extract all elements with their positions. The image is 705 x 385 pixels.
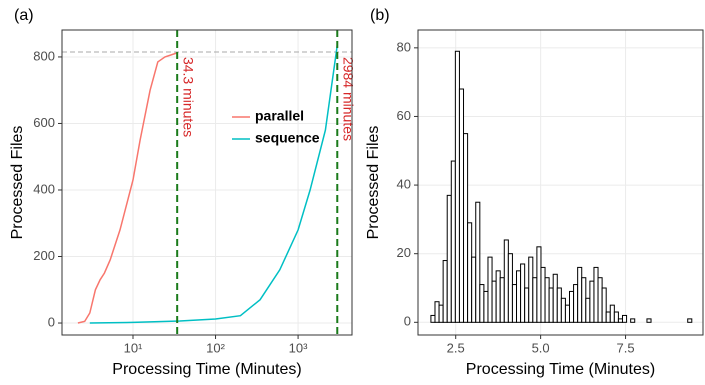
histogram-bar [495,270,501,323]
y-tick-label: 60 [397,108,411,123]
histogram-bar [609,304,615,323]
panel-label: (b) [370,7,390,24]
histogram-bar [487,256,493,323]
x-axis-title: Processing Time (Minutes) [112,361,301,378]
histogram-bar [471,256,477,323]
histogram-bar [577,266,583,323]
x-tick-label: 5.0 [532,340,550,355]
histogram-bar [430,314,436,323]
histogram-bar [548,287,554,323]
histogram-bar [491,280,497,323]
y-tick-label: 400 [33,181,55,196]
histogram-bar [589,280,595,323]
histogram-bar [573,284,579,323]
histogram-bar [458,88,465,323]
histogram-bar [503,239,509,323]
histogram-bar [544,277,550,323]
legend-label: parallel [255,108,304,124]
histogram-bar [524,287,530,323]
histogram-bar [687,318,693,323]
histogram-bar [507,253,513,323]
histogram-bar [593,266,599,323]
histogram-bar [569,290,575,323]
histogram-bar [564,304,571,323]
y-tick-label: 600 [33,115,55,130]
x-tick-label: 2.5 [447,340,465,355]
histogram-bar [442,260,448,323]
histogram-bar [630,318,636,323]
histogram-bar [646,318,652,323]
histogram-bar [617,318,623,323]
histogram-bar [552,273,558,323]
y-tick-label: 800 [33,48,55,63]
panel-border [61,29,353,336]
y-tick-label: 80 [397,39,411,54]
histogram-bar [467,222,473,323]
histogram-bar [438,304,444,323]
histogram-bar [540,266,546,323]
annotation-text: 2984 minutes [341,57,357,141]
histogram-bar [605,311,611,323]
histogram-bar [475,201,481,323]
x-tick-label: 10² [206,340,225,355]
series-line [77,52,178,324]
histogram-bar [528,256,534,323]
histogram-bar [532,277,538,323]
histogram-bar [581,277,587,323]
annotation-text: 34.3 minutes [180,57,196,137]
y-tick-label: 20 [397,245,411,260]
histogram-bar [434,301,440,323]
histogram-bar [479,284,485,323]
histogram-bar [463,133,469,323]
histogram-bar [499,277,505,323]
histogram-bar [520,263,526,323]
series-line [89,44,339,324]
histogram-bar [483,290,489,323]
histogram-bar [560,297,566,323]
histogram-bar [613,311,619,323]
histogram-bar [511,284,518,323]
histogram-bar [601,287,607,323]
y-tick-label: 200 [33,248,55,263]
panel-label: (a) [14,7,34,24]
y-tick-label: 0 [48,314,55,329]
x-axis-title: Processing Time (Minutes) [466,361,655,378]
histogram-bar [536,246,542,323]
y-tick-label: 0 [404,314,411,329]
histogram-bar [556,287,562,323]
histogram-bar [621,314,628,323]
x-tick-label: 7.5 [617,340,635,355]
y-axis-title: Processed Files [9,126,26,240]
x-tick-label: 10³ [289,340,308,355]
histogram-bar [450,160,456,323]
panel-border [417,29,704,336]
legend-label: sequence [255,130,320,146]
x-tick-label: 10¹ [124,340,143,355]
y-tick-label: 40 [397,177,411,192]
histogram-bar [516,270,522,323]
histogram-bar [446,194,452,323]
histogram-bar [597,277,603,323]
y-axis-title: Processed Files [365,126,382,240]
histogram-bar [454,50,460,323]
histogram-bar [585,297,591,323]
